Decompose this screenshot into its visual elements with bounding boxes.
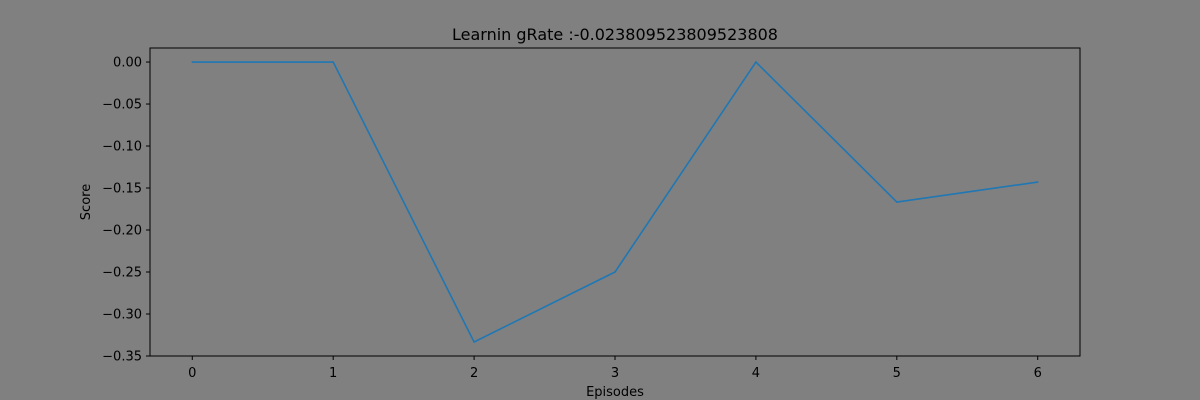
x-axis-label: Episodes xyxy=(586,385,644,400)
data-point xyxy=(332,61,334,63)
data-point xyxy=(614,271,616,273)
chart-title: Learnin gRate :-0.023809523809523808 xyxy=(452,25,778,44)
y-tick-label: −0.20 xyxy=(102,224,142,239)
y-axis-label: Score xyxy=(79,184,94,220)
data-point xyxy=(755,61,757,63)
y-axis: 0.00 −0.05 −0.10 −0.15 −0.20 −0.25 −0.30 −0.35 xyxy=(102,56,150,365)
x-tick-label: 6 xyxy=(1034,366,1042,381)
x-tick-label: 5 xyxy=(893,366,901,381)
y-tick-label: −0.30 xyxy=(102,308,142,323)
y-tick-label: 0.00 xyxy=(113,56,142,71)
y-tick-label: −0.25 xyxy=(102,266,142,281)
y-tick-label: −0.05 xyxy=(102,98,142,113)
y-tick-label: −0.15 xyxy=(102,182,142,197)
data-point xyxy=(191,61,194,63)
data-point xyxy=(896,201,898,203)
x-axis: 0 1 2 3 4 5 6 xyxy=(188,356,1042,381)
series-group xyxy=(191,61,1039,343)
series-line xyxy=(192,61,1038,343)
x-tick-label: 1 xyxy=(329,366,337,381)
data-point xyxy=(473,341,475,343)
plot-frame xyxy=(149,47,1081,357)
data-point xyxy=(1036,181,1039,183)
x-tick-label: 3 xyxy=(611,366,619,381)
x-tick-label: 4 xyxy=(752,366,760,381)
y-tick-label: −0.35 xyxy=(102,350,142,365)
x-tick-label: 2 xyxy=(470,366,478,381)
x-tick-label: 0 xyxy=(188,366,196,381)
y-tick-label: −0.10 xyxy=(102,140,142,155)
